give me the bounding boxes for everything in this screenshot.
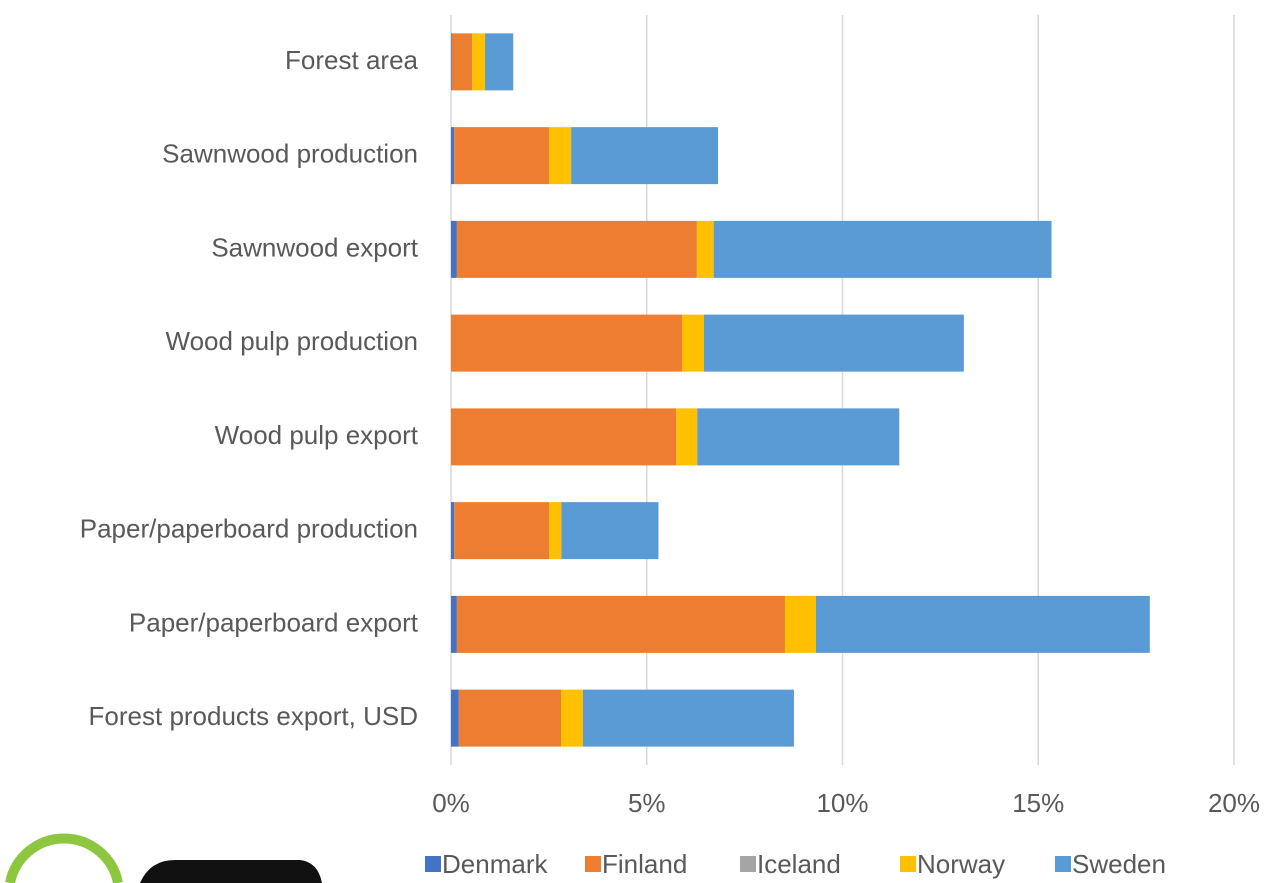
bar-segment	[456, 220, 697, 278]
y-tick-label: Forest products export, USD	[89, 701, 418, 731]
legend-swatch	[900, 856, 916, 872]
bar-segment	[681, 314, 704, 372]
bar-segment	[571, 127, 719, 185]
bar-segment	[713, 220, 1052, 278]
x-tick-label: 0%	[432, 788, 470, 818]
bar-segment	[451, 595, 457, 653]
y-tick-label: Wood pulp export	[215, 420, 419, 450]
bar-segment	[549, 127, 572, 185]
bar-segment	[472, 33, 486, 91]
bar-segment	[456, 595, 785, 653]
bar-segment	[451, 220, 457, 278]
bar-segment	[815, 595, 1150, 653]
legend-swatch	[1055, 856, 1071, 872]
bar-segment	[451, 502, 455, 560]
legend-label: Norway	[917, 849, 1005, 879]
bar-segment	[582, 689, 794, 747]
y-tick-label: Sawnwood production	[162, 139, 418, 169]
legend-label: Iceland	[757, 849, 841, 879]
logo	[5, 833, 322, 883]
y-tick-label: Wood pulp production	[166, 326, 418, 356]
legend-label: Finland	[602, 849, 687, 879]
x-tick-label: 15%	[1012, 788, 1064, 818]
legend-swatch	[585, 856, 601, 872]
x-tick-label: 20%	[1208, 788, 1260, 818]
y-tick-label: Forest area	[285, 45, 418, 75]
bar-segment	[696, 220, 714, 278]
legend-swatch	[425, 856, 441, 872]
bar-segment	[454, 502, 550, 560]
bar-segment	[458, 689, 562, 747]
bar-segment	[561, 502, 659, 560]
x-tick-label: 10%	[816, 788, 868, 818]
bar-segment	[451, 33, 452, 91]
bar-segment	[451, 689, 459, 747]
bar-segment	[561, 689, 583, 747]
legend-swatch	[740, 856, 756, 872]
bar-segment	[451, 127, 455, 185]
bar-segment	[549, 502, 562, 560]
y-tick-label: Sawnwood export	[211, 232, 418, 262]
y-tick-label: Paper/paperboard export	[129, 607, 419, 637]
legend-label: Sweden	[1072, 849, 1166, 879]
y-tick-label: Paper/paperboard production	[80, 514, 418, 544]
bar-segment	[676, 408, 698, 466]
bar-segment	[784, 595, 816, 653]
legend-label: Denmark	[442, 849, 548, 879]
bar-segment	[451, 33, 473, 91]
x-tick-label: 5%	[628, 788, 666, 818]
bar-segment	[485, 33, 514, 91]
bar-segment	[451, 314, 682, 372]
bar-segment	[703, 314, 964, 372]
bar-segment	[697, 408, 900, 466]
bar-segment	[451, 408, 677, 466]
bar-segment	[454, 127, 550, 185]
